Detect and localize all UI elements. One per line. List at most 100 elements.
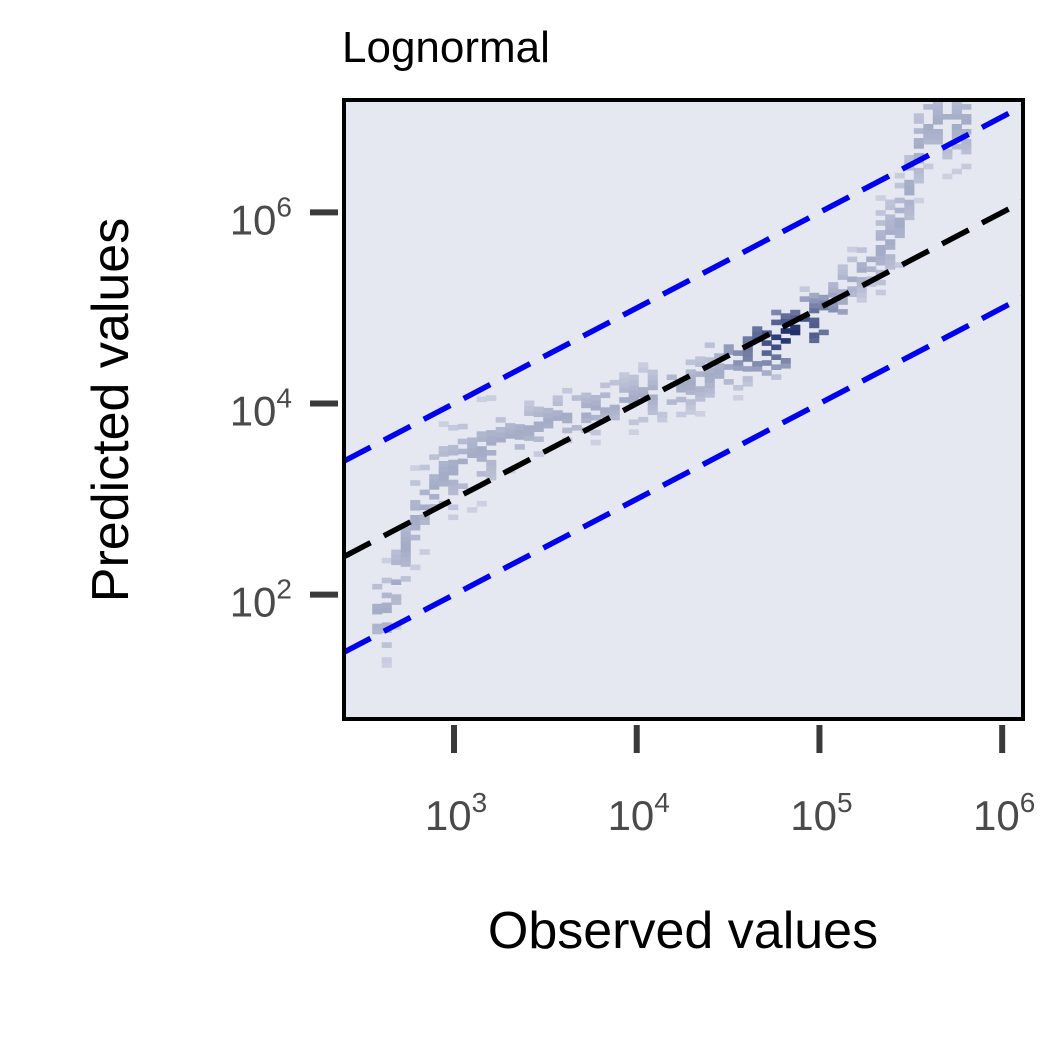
density-cell (524, 435, 535, 441)
density-cell (429, 454, 440, 460)
density-cell (904, 179, 915, 186)
density-cell (581, 402, 592, 409)
density-cell (837, 264, 848, 270)
density-cell (714, 363, 725, 369)
density-cell (524, 400, 535, 407)
density-cell (723, 364, 734, 370)
density-cell (685, 369, 696, 375)
density-cell (505, 433, 516, 439)
density-cell (543, 417, 554, 424)
density-cell (514, 434, 525, 440)
density-cell (486, 464, 497, 471)
density-cell (448, 479, 459, 486)
density-cell (875, 254, 886, 261)
density-cell (923, 104, 934, 110)
density-cell (581, 412, 592, 419)
density-cell (448, 514, 459, 521)
x-axis-ticks: 103 104 105 106 (425, 725, 1035, 839)
density-cell (875, 235, 886, 241)
density-cell (942, 153, 953, 160)
density-cell (809, 322, 820, 329)
density-cell (400, 551, 411, 557)
density-cell (486, 395, 497, 401)
density-cell (875, 195, 886, 201)
density-cell (913, 197, 924, 204)
density-cell (676, 381, 687, 388)
density-cell (904, 184, 915, 191)
density-cell (961, 119, 972, 125)
density-cell (581, 392, 592, 399)
density-cell (647, 404, 658, 410)
density-cell (695, 391, 706, 397)
density-cell (438, 461, 449, 467)
density-cell (837, 299, 848, 305)
density-cell (467, 442, 478, 449)
density-cell (628, 384, 639, 391)
density-cell (904, 214, 915, 221)
density-cell (657, 411, 668, 418)
density-cell (438, 451, 449, 457)
density-cell (676, 411, 687, 418)
density-cell (704, 372, 715, 378)
x-tick-label: 104 (608, 787, 670, 839)
density-cell (885, 259, 896, 265)
density-cell (552, 400, 563, 406)
density-cell (913, 118, 924, 124)
density-cell (923, 133, 934, 140)
density-cell (391, 599, 402, 605)
density-cell (476, 471, 487, 477)
density-cell (638, 416, 649, 423)
density-cell (505, 428, 516, 434)
density-cell (752, 366, 763, 372)
density-cell (381, 657, 392, 663)
density-cell (923, 129, 934, 135)
density-cell (828, 287, 839, 293)
density-cell (419, 519, 430, 525)
density-cell (942, 114, 953, 120)
density-cell (448, 489, 459, 496)
density-cell (552, 415, 563, 421)
x-tick-label: 106 (973, 787, 1035, 839)
density-cell (476, 456, 487, 462)
density-cell (866, 266, 877, 272)
density-cell (619, 372, 630, 378)
density-cell (847, 276, 858, 283)
density-cell (780, 338, 791, 344)
density-cell (628, 379, 639, 386)
density-cell (590, 429, 601, 436)
density-cell (657, 416, 668, 423)
x-tick-label: 105 (790, 787, 852, 839)
density-cell (961, 129, 972, 135)
density-cell (590, 404, 601, 411)
identity-line (344, 199, 1023, 560)
density-cell (875, 269, 886, 276)
density-cell (742, 336, 753, 342)
density-cell (429, 474, 440, 480)
density-cell (847, 246, 858, 253)
density-cell (961, 104, 972, 110)
density-cell (609, 409, 620, 416)
density-cell (514, 424, 525, 430)
density-cell (742, 366, 753, 372)
density-cell (400, 531, 411, 537)
density-cell (847, 286, 858, 292)
density-cell (410, 500, 421, 506)
density-cell (476, 446, 487, 452)
density-cell (923, 138, 934, 145)
density-cell (571, 395, 582, 401)
density-cell (600, 412, 611, 418)
density-cell (809, 337, 820, 344)
density-cell (429, 484, 440, 490)
density-cell (780, 363, 791, 369)
density-cell (533, 436, 544, 442)
density-cell (685, 389, 696, 395)
density-cell (400, 576, 411, 582)
density-cell (790, 314, 801, 321)
density-cell (590, 414, 601, 421)
density-cell (951, 109, 962, 115)
density-cell (647, 369, 658, 376)
density-cell (619, 377, 630, 383)
density-cell (932, 100, 943, 105)
density-cell (486, 450, 497, 456)
